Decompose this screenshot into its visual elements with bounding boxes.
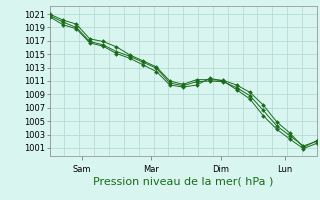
X-axis label: Pression niveau de la mer( hPa ): Pression niveau de la mer( hPa ) bbox=[93, 177, 273, 187]
